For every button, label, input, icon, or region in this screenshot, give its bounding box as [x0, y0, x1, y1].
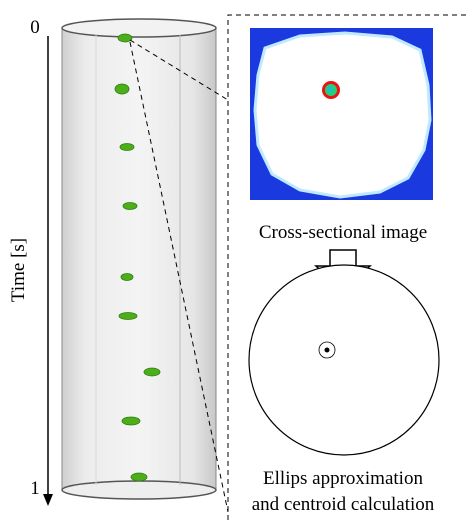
- axis-arrowhead: [43, 494, 53, 506]
- centroid: [325, 348, 330, 353]
- fit-caption: and centroid calculation: [252, 494, 435, 515]
- axis-end: 1: [30, 478, 40, 499]
- fit-caption: Ellips approximation: [263, 468, 423, 489]
- axis-start: 0: [30, 17, 40, 38]
- cross-section-image: [250, 28, 433, 200]
- axis-title: Time [s]: [8, 238, 29, 302]
- fitted-circle: [249, 265, 439, 455]
- diagram: 0 1 Time [s] Cross-sectional image Ellip…: [0, 0, 466, 525]
- tube: [62, 19, 216, 499]
- image-caption: Cross-sectional image: [259, 222, 427, 243]
